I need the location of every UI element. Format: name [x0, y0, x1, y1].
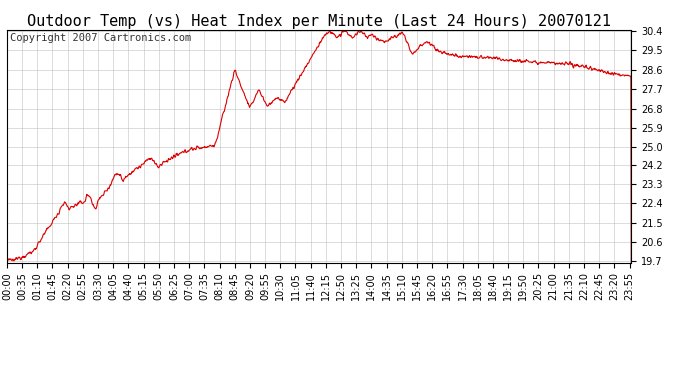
- Text: Copyright 2007 Cartronics.com: Copyright 2007 Cartronics.com: [10, 33, 191, 44]
- Title: Outdoor Temp (vs) Heat Index per Minute (Last 24 Hours) 20070121: Outdoor Temp (vs) Heat Index per Minute …: [27, 14, 611, 29]
